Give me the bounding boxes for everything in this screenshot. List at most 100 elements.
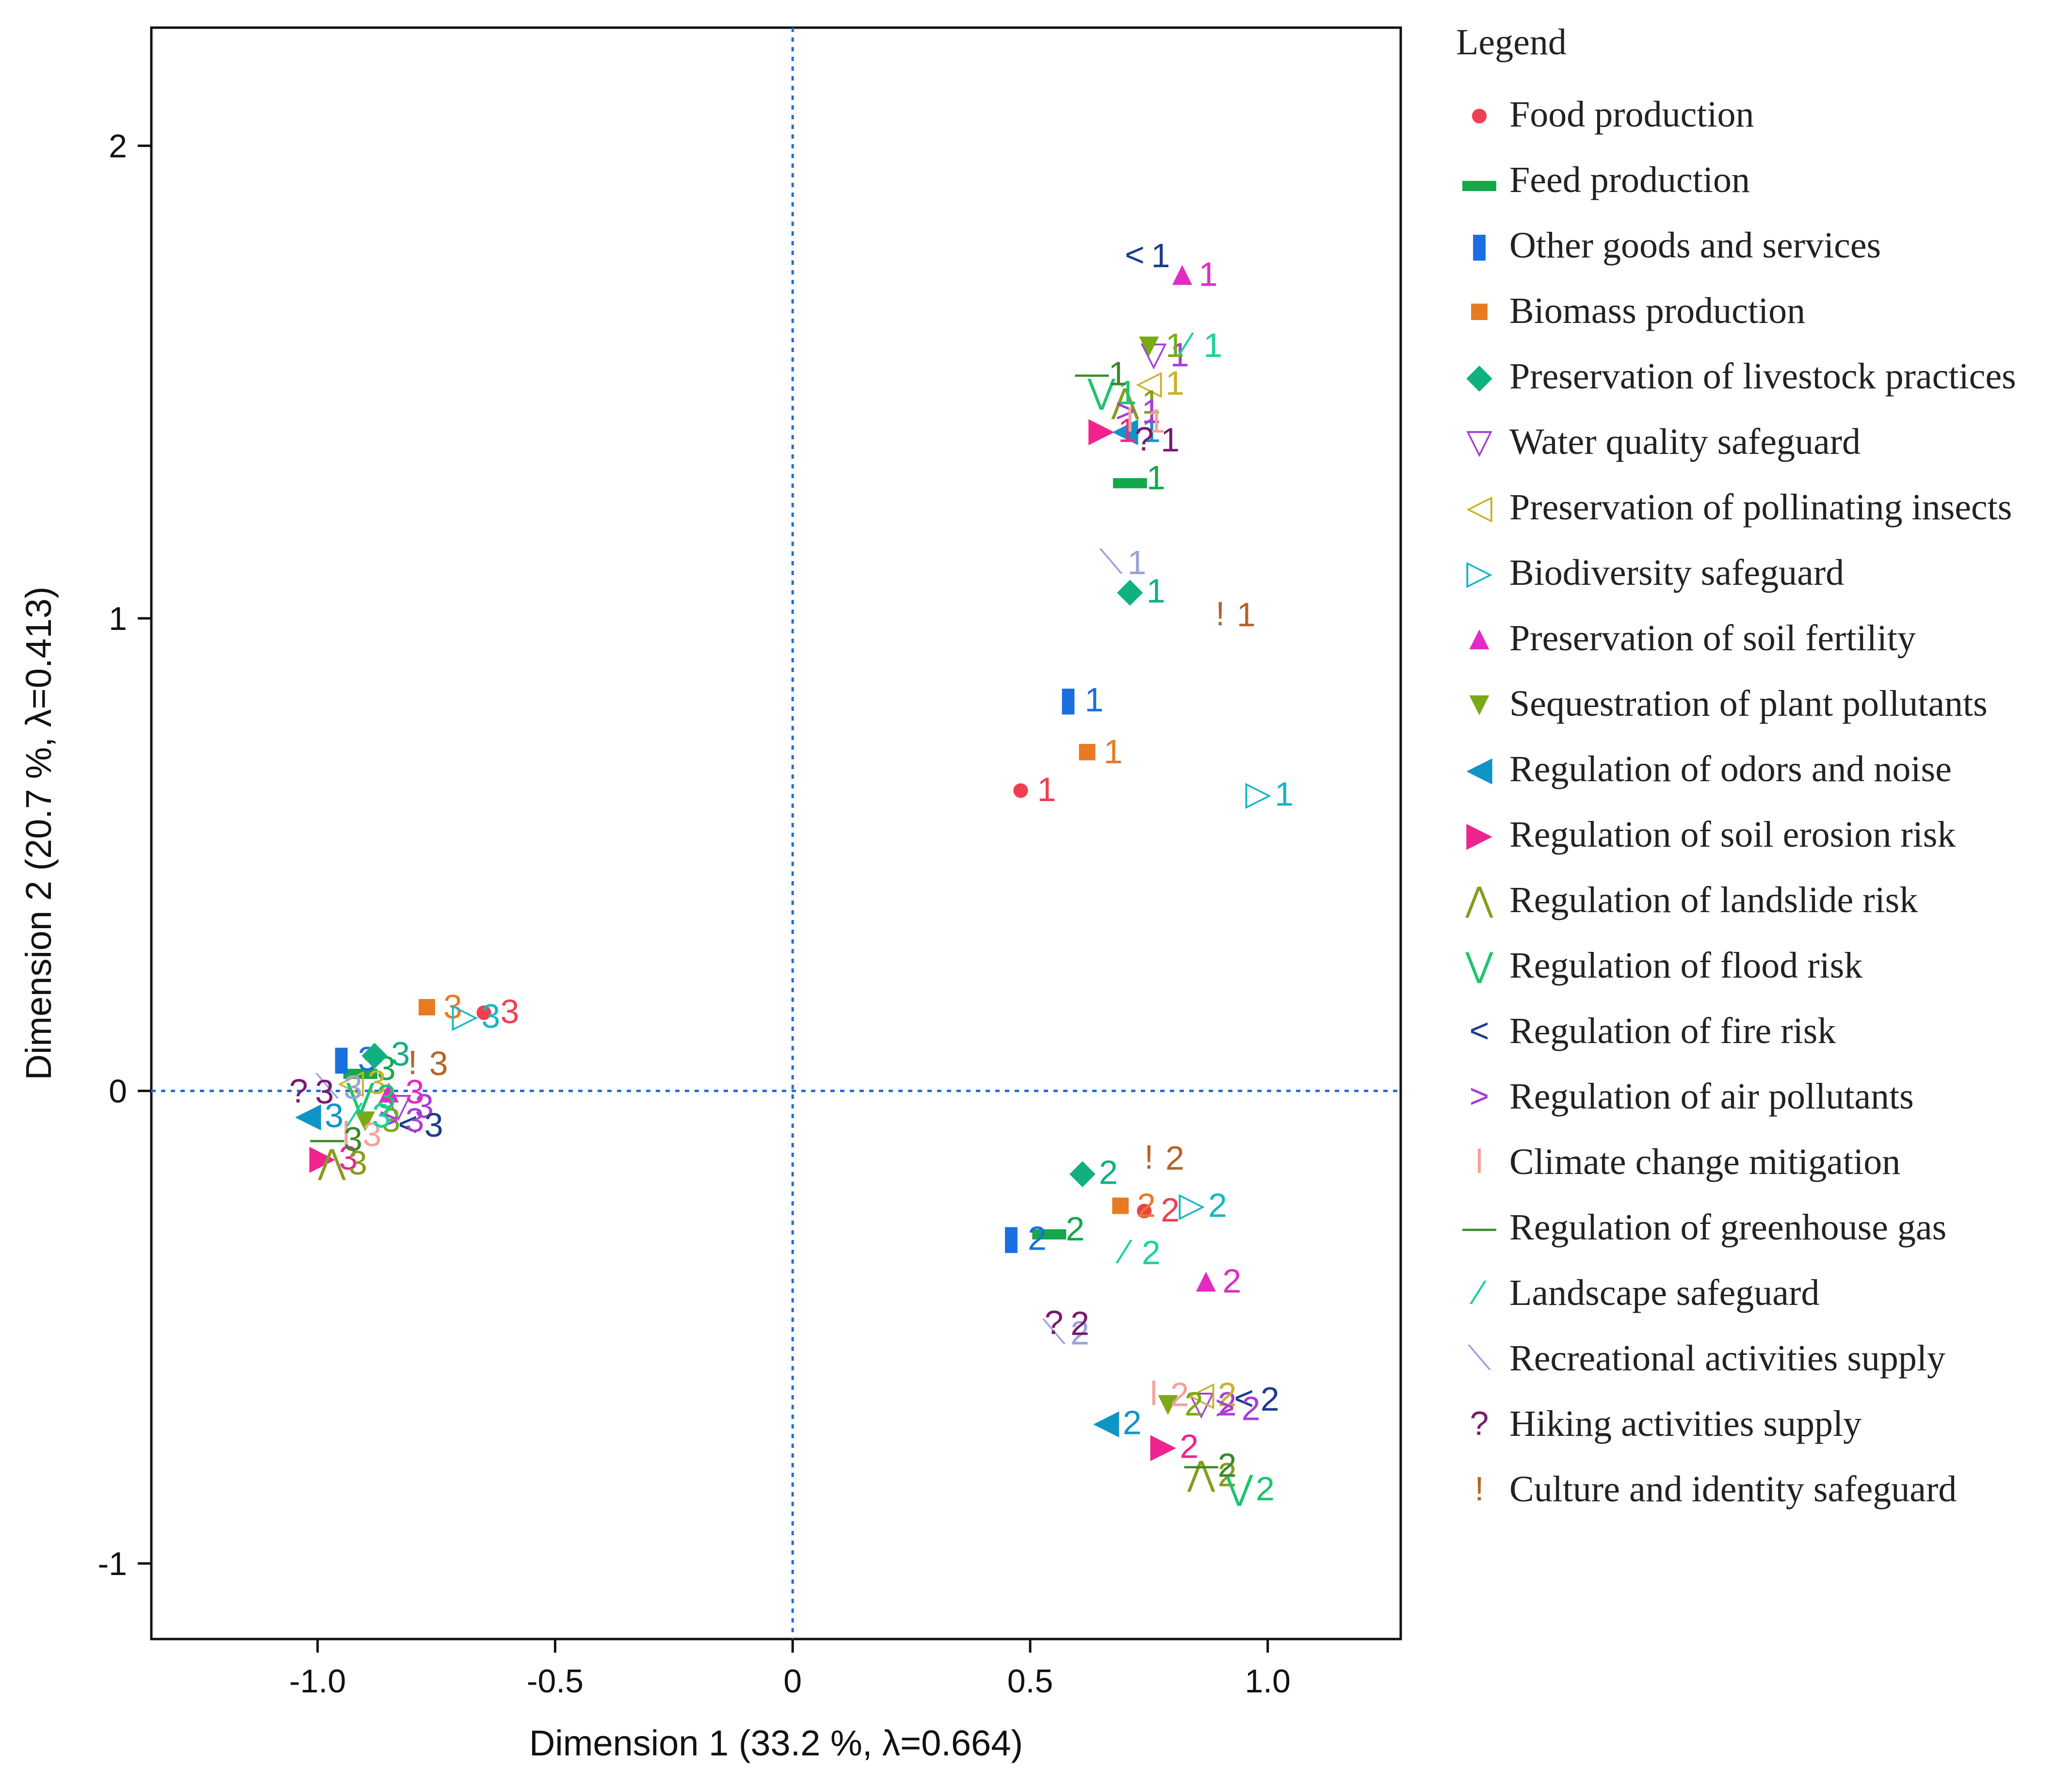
legend-label: Food production: [1509, 94, 1754, 135]
data-point: —1: [1075, 354, 1127, 392]
data-point: <1: [1125, 236, 1170, 274]
point-label: 3: [415, 1087, 434, 1125]
data-point: ● 3: [473, 992, 519, 1030]
data-point: ▽ 2: [1188, 1384, 1237, 1423]
legend-marker: ▬: [1462, 161, 1496, 198]
legend-entry: ◆ Preservation of livestock practices: [1466, 356, 2016, 397]
legend-label: Climate change mitigation: [1509, 1142, 1900, 1182]
point-label: 2: [1070, 1314, 1089, 1352]
point-marker: —: [1184, 1445, 1218, 1483]
legend-entry: ! Culture and identity safeguard: [1474, 1469, 1957, 1510]
data-point: ⟍ 3: [315, 1067, 362, 1106]
legend-entry: ▷ Biodiversity safeguard: [1466, 552, 1844, 593]
point-marker: ◁: [1188, 1374, 1214, 1412]
point-label: 1: [1037, 771, 1056, 808]
point-label: 3: [377, 1077, 396, 1115]
point-marker: >: [1115, 391, 1135, 429]
point-marker: ▼: [1151, 1384, 1184, 1422]
point-label: 1: [1147, 572, 1166, 610]
point-label: 2: [1028, 1220, 1047, 1257]
point-label: 1: [1237, 595, 1256, 633]
data-point: —3: [310, 1119, 362, 1158]
point-label: 1: [1170, 336, 1189, 373]
legend-entry: ▬ Feed production: [1462, 160, 1750, 200]
point-label: 3: [405, 1101, 424, 1139]
legend-label: Recreational activities supply: [1509, 1338, 1945, 1379]
point-label: 2: [1180, 1427, 1198, 1465]
data-point: ▲ 1: [1166, 255, 1218, 293]
point-label: 1: [1147, 402, 1166, 440]
legend-label: Regulation of odors and noise: [1509, 749, 1952, 789]
point-marker: ◀: [1112, 410, 1138, 448]
legend-entry: ◀ Regulation of odors and noise: [1466, 749, 1952, 789]
data-point: ⟍ 2: [1042, 1313, 1089, 1352]
point-marker: ▬: [1032, 1209, 1066, 1247]
point-label: 2: [1222, 1262, 1241, 1300]
legend-label: Regulation of landslide risk: [1509, 880, 1918, 920]
data-point: ▶ 1: [1088, 410, 1137, 449]
data-point: ▼ 2: [1151, 1384, 1203, 1423]
point-marker: ⋀: [317, 1143, 346, 1181]
legend-label: Biodiversity safeguard: [1509, 552, 1844, 593]
point-marker: —: [310, 1119, 344, 1157]
legend-marker: ǀ: [1475, 1142, 1484, 1180]
data-point: ▲ 3: [372, 1072, 424, 1111]
legend-marker: <: [1470, 1012, 1489, 1049]
data-point: ! 3: [408, 1044, 448, 1082]
data-point: ! 1: [1215, 595, 1256, 633]
legend-label: Preservation of soil fertility: [1509, 618, 1916, 659]
x-tick-label: 1.0: [1245, 1663, 1291, 1700]
legend-entry: ? Hiking activities supply: [1470, 1403, 1862, 1444]
data-point: ◀ 3: [295, 1095, 343, 1134]
point-label: 3: [372, 1096, 391, 1134]
point-label: 1: [1104, 733, 1123, 771]
legend-entry: ⁄ Landscape safeguard: [1469, 1272, 1819, 1313]
legend-label: Landscape safeguard: [1509, 1272, 1819, 1313]
legend-label: Regulation of air pollutants: [1509, 1076, 1914, 1117]
y-tick-label: 0: [109, 1073, 127, 1110]
legend: Legend ● Food production ▬ Feed production ▮ O…: [1456, 22, 2016, 1510]
point-label: 3: [315, 1073, 334, 1111]
point-label: 2: [1142, 1234, 1161, 1271]
data-point: ▬ 1: [1113, 458, 1166, 497]
point-label: 2: [1161, 1191, 1180, 1229]
data-point: ▮ 3: [332, 1039, 377, 1077]
x-axis-title: Dimension 1 (33.2 %, λ=0.664): [529, 1723, 1023, 1763]
point-marker: ⋁: [346, 1077, 374, 1114]
y-axis-title: Dimension 2 (20.7 %, λ=0.413): [18, 586, 59, 1080]
data-point: ▶ 3: [309, 1138, 358, 1177]
point-label: 2: [1242, 1390, 1261, 1428]
legend-entry: ▽ Water quality safeguard: [1466, 421, 1861, 462]
legend-entry: ▮ Other goods and services: [1470, 225, 1881, 266]
data-point: ▼ 3: [348, 1100, 401, 1139]
point-label: 3: [339, 1139, 358, 1177]
point-label: 2: [1256, 1470, 1275, 1508]
legend-label: Other goods and services: [1509, 225, 1881, 266]
data-point: —2: [1184, 1445, 1237, 1484]
legend-marker: ▷: [1466, 553, 1492, 591]
point-marker: ▲: [1166, 255, 1199, 292]
point-marker: ◁: [338, 1062, 364, 1100]
point-marker: ■: [1077, 732, 1097, 770]
point-marker: ▬: [1113, 458, 1147, 496]
data-point: ⟍ 1: [1099, 543, 1146, 581]
legend-label: Sequestration of plant pollutants: [1509, 683, 1988, 724]
legend-marker: ◁: [1466, 488, 1492, 526]
point-label: 2: [1218, 1456, 1237, 1494]
point-label: 3: [343, 1120, 362, 1158]
legend-marker: ▽: [1466, 422, 1492, 460]
point-marker: —: [1075, 354, 1109, 391]
point-marker: ▮: [1059, 680, 1078, 718]
point-label: 3: [343, 1068, 362, 1106]
point-label: 3: [424, 1106, 443, 1144]
legend-label: Regulation of fire risk: [1509, 1011, 1836, 1051]
legend-label: Water quality safeguard: [1509, 421, 1861, 462]
data-point: ■ 3: [417, 987, 462, 1026]
point-label: 1: [1085, 681, 1103, 719]
data-point: ▽ 3: [385, 1086, 434, 1125]
legend-marker: ◀: [1466, 750, 1492, 788]
legend-entry: ■ Biomass production: [1469, 290, 1805, 331]
point-marker: ◆: [1069, 1152, 1096, 1190]
point-label: 1: [1147, 459, 1166, 497]
